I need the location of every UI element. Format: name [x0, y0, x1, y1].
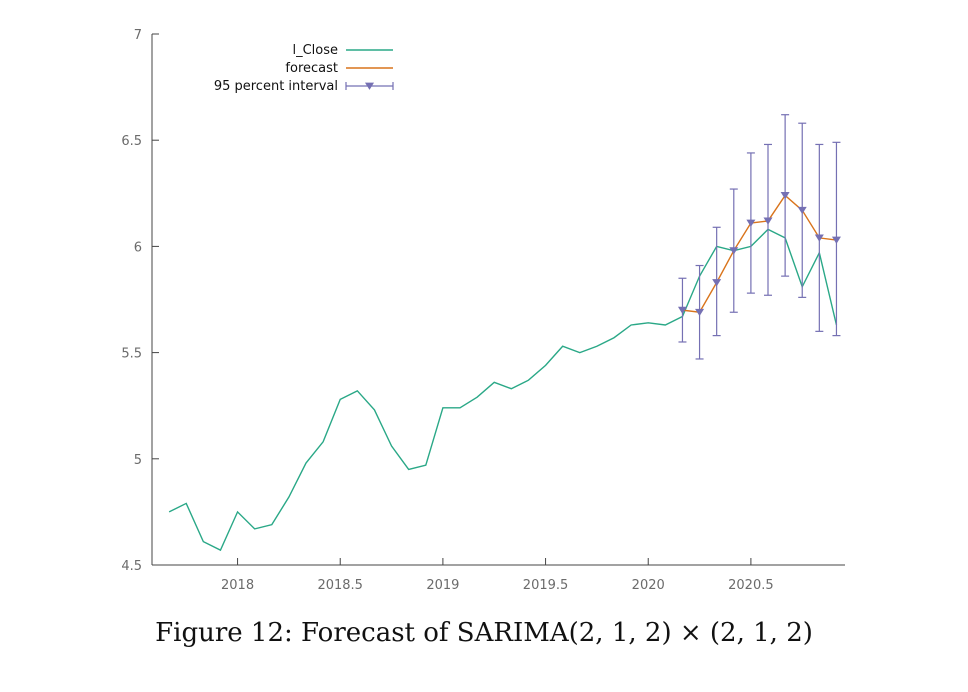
forecast-point: [729, 247, 739, 255]
x-tick-label: 2019.5: [523, 578, 569, 593]
x-ticks: 2018 2018.5 2019 2019.5 2020 2020.5: [221, 558, 774, 593]
forecast-point: [831, 236, 841, 244]
y-tick-label: 7: [134, 28, 142, 43]
forecast-point: [780, 192, 790, 200]
y-tick-label: 6: [134, 240, 142, 255]
y-ticks: 4.5 5 5.5 6 6.5 7: [121, 28, 159, 574]
x-tick-label: 2020: [632, 578, 665, 593]
axes: [151, 34, 845, 566]
legend-label-actual: l_Close: [292, 43, 338, 58]
forecast-point: [677, 306, 687, 314]
y-tick-label: 5: [134, 453, 142, 468]
forecast-point: [797, 206, 807, 215]
forecast-point: [712, 279, 722, 287]
interval-bars: [678, 114, 841, 360]
x-tick-label: 2020.5: [728, 578, 774, 593]
forecast-point: [763, 217, 773, 225]
forecast-point: [695, 308, 705, 317]
forecast-point: [746, 219, 756, 227]
x-tick-label: 2019: [426, 578, 459, 593]
x-tick-label: 2018: [221, 578, 254, 593]
y-tick-label: 5.5: [121, 347, 142, 362]
legend: l_Close forecast 95 percent interval: [214, 43, 394, 94]
x-tick-label: 2018.5: [317, 578, 363, 593]
forecast-markers: [677, 192, 841, 317]
series-line-actual: [168, 228, 838, 552]
y-tick-label: 4.5: [121, 559, 142, 574]
series-line-forecast: [682, 194, 837, 313]
forecast-point: [814, 234, 824, 242]
y-tick-label: 6.5: [121, 134, 142, 149]
figure-caption: Figure 12: Forecast of SARIMA(2, 1, 2) ×…: [155, 618, 813, 648]
legend-label-interval: 95 percent interval: [214, 79, 338, 94]
legend-label-forecast: forecast: [285, 61, 338, 76]
legend-swatch-interval: [345, 82, 394, 90]
